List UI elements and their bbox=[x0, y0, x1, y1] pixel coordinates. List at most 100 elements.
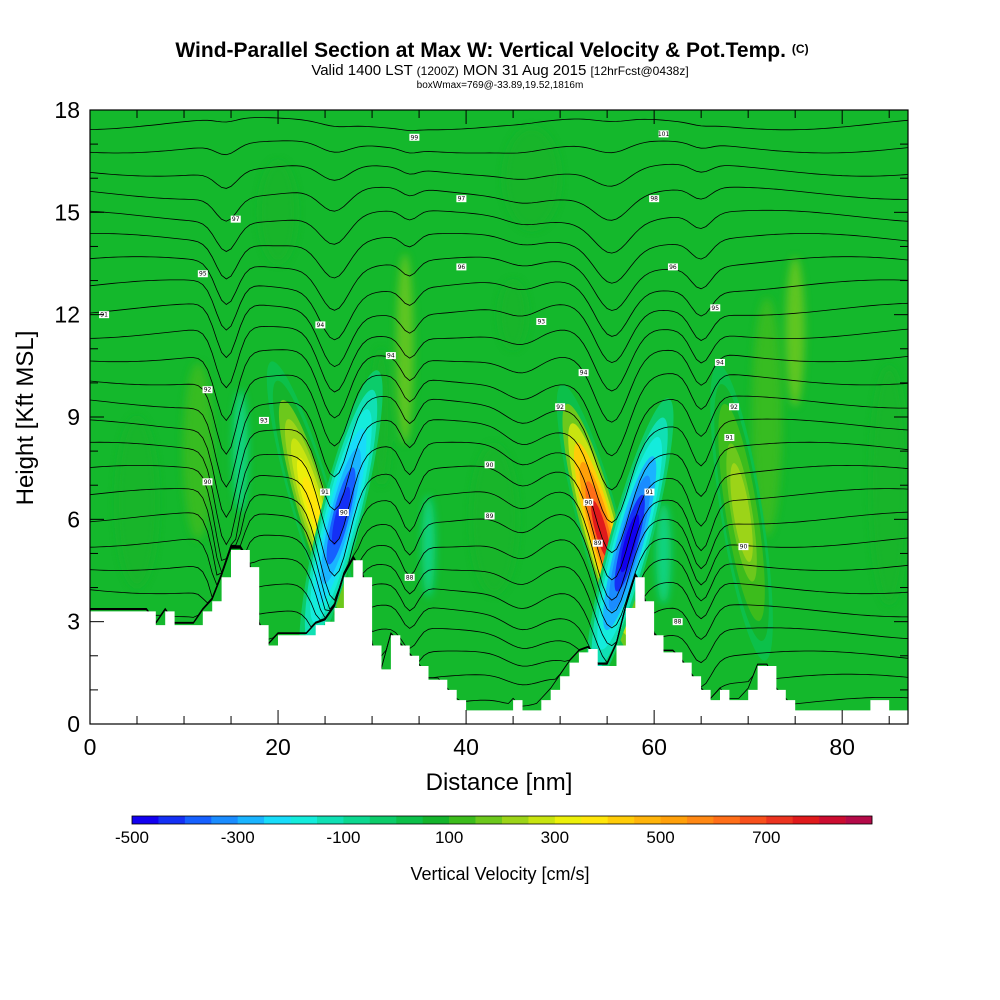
contour-label-text: 95 bbox=[711, 305, 719, 312]
contour-label-6: 94 bbox=[315, 321, 326, 329]
contour-label-text: 89 bbox=[486, 513, 494, 520]
contour-label-29: 91 bbox=[724, 433, 735, 441]
contour-label-26: 95 bbox=[710, 304, 721, 312]
colorbar-frame bbox=[131, 815, 873, 825]
contour-label-bg bbox=[385, 352, 396, 360]
plot-area: 91 92 97 95 93 90 94 91 90 94 88 99 97 96 90 89 93 92 94 90… bbox=[90, 110, 908, 724]
contour-label-18: 94 bbox=[578, 369, 589, 377]
contour-label-bg bbox=[315, 321, 326, 329]
contour-label-text: 90 bbox=[740, 544, 748, 551]
contour-label-text: 93 bbox=[537, 318, 545, 325]
subtitle-part-1: Valid 1400 LST bbox=[311, 62, 416, 79]
colorbar-swatch-16 bbox=[554, 816, 582, 824]
contour-label-text: 94 bbox=[387, 353, 395, 360]
contour-label-text: 90 bbox=[585, 499, 593, 506]
contour-label-text: 93 bbox=[260, 417, 268, 424]
contour-label-bg bbox=[555, 403, 566, 411]
colorbar-swatch-14 bbox=[502, 816, 529, 824]
contour-label-text: 92 bbox=[204, 387, 212, 394]
colorbar-swatch-0 bbox=[132, 816, 159, 824]
theta-contour-21 bbox=[90, 209, 908, 254]
contour-label-bg bbox=[710, 304, 721, 312]
contour-label-text: 91 bbox=[100, 312, 108, 319]
y-tick-label-2: 6 bbox=[67, 506, 80, 532]
contour-label-24: 96 bbox=[667, 263, 678, 271]
contour-label-8: 90 bbox=[338, 509, 349, 517]
y-tick-label-6: 18 bbox=[54, 97, 80, 123]
contour-label-9: 94 bbox=[385, 352, 396, 360]
colorbar-swatch-1 bbox=[158, 816, 186, 824]
contour-label-bg bbox=[729, 403, 740, 411]
contour-label-bg bbox=[714, 358, 725, 366]
contour-label-bg bbox=[456, 263, 467, 271]
colorbar-tick-label-1: -300 bbox=[221, 828, 255, 847]
contour-label-text: 90 bbox=[204, 479, 212, 486]
contour-label-1: 92 bbox=[202, 386, 213, 394]
contour-label-bg bbox=[738, 543, 749, 551]
updraft-core-0-ring-6 bbox=[302, 476, 323, 535]
chart-subtitle: Valid 1400 LST (1200Z) MON 31 Aug 2015 [… bbox=[311, 62, 688, 79]
theta-contour-11 bbox=[90, 441, 908, 554]
contour-label-bg bbox=[258, 416, 269, 424]
contour-label-text: 101 bbox=[658, 131, 670, 138]
y-tick-label-3: 9 bbox=[67, 404, 80, 430]
x-tick-label-4: 80 bbox=[829, 734, 855, 760]
x-axis: 0 20 40 60 80 bbox=[84, 110, 890, 760]
contour-label-text: 96 bbox=[669, 264, 677, 271]
velocity-blob-1 bbox=[116, 417, 158, 588]
colorbar-tick-label-4: 300 bbox=[541, 828, 569, 847]
colorbar-swatch-20 bbox=[660, 816, 688, 824]
colorbar-swatch-5 bbox=[264, 816, 291, 824]
contour-label-bg bbox=[578, 369, 589, 377]
contour-label-bg bbox=[320, 488, 331, 496]
theta-contour-10 bbox=[90, 464, 908, 581]
contour-label-text: 95 bbox=[199, 271, 207, 278]
colorbar-tick-labels: -500 -300 -100 100 300 500 700 bbox=[115, 828, 780, 847]
contour-label-text: 97 bbox=[458, 196, 466, 203]
contour-label-3: 95 bbox=[197, 270, 208, 278]
theta-contour-22 bbox=[90, 186, 908, 222]
contour-label-bg bbox=[404, 573, 415, 581]
contour-label-5: 90 bbox=[202, 478, 213, 486]
contour-label-text: 97 bbox=[232, 216, 240, 223]
contour-label-bg bbox=[484, 512, 495, 520]
chart-title: Wind-Parallel Section at Max W: Vertical… bbox=[175, 39, 808, 62]
contour-label-11: 99 bbox=[409, 133, 420, 141]
x-tick-label-1: 20 bbox=[265, 734, 291, 760]
velocity-blob-13 bbox=[499, 280, 528, 349]
contour-label-bg bbox=[583, 498, 594, 506]
contour-label-10: 88 bbox=[404, 573, 415, 581]
colorbar-swatch-17 bbox=[581, 816, 609, 824]
velocity-blob-6 bbox=[785, 256, 805, 407]
colorbar bbox=[131, 815, 873, 825]
colorbar-swatch-9 bbox=[369, 816, 397, 824]
contour-label-7: 91 bbox=[320, 488, 331, 496]
contour-label-bg bbox=[202, 386, 213, 394]
contour-label-28: 92 bbox=[729, 403, 740, 411]
x-tick-label-2: 40 bbox=[453, 734, 479, 760]
contour-label-bg bbox=[99, 311, 110, 319]
colorbar-tick-label-0: -500 bbox=[115, 828, 149, 847]
velocity-blob-10 bbox=[421, 495, 436, 598]
contour-label-2: 97 bbox=[230, 215, 241, 223]
contour-label-text: 90 bbox=[340, 510, 348, 517]
theta-contour-14 bbox=[90, 373, 908, 457]
copyright-mark: (C) bbox=[792, 42, 809, 56]
contour-label-text: 90 bbox=[486, 462, 494, 469]
contour-label-13: 96 bbox=[456, 263, 467, 271]
subtitle-part-3: MON 31 Aug 2015 bbox=[459, 62, 591, 79]
contour-label-bg bbox=[644, 488, 655, 496]
contour-label-bg bbox=[484, 461, 495, 469]
colorbar-swatch-12 bbox=[449, 816, 476, 824]
theta-contour-labels: 91 92 97 95 93 90 94 91 90 94 88 99 97 96 90 89 93 92 94 90… bbox=[99, 130, 749, 626]
contour-label-0: 91 bbox=[99, 311, 110, 319]
contour-label-text: 92 bbox=[556, 404, 564, 411]
colorbar-swatch-8 bbox=[343, 816, 371, 824]
colorbar-swatch-18 bbox=[607, 816, 635, 824]
contour-label-bg bbox=[338, 509, 349, 517]
colorbar-swatch-3 bbox=[211, 816, 239, 824]
theta-contour-17 bbox=[90, 302, 908, 368]
velocity-blob-11 bbox=[232, 389, 248, 513]
contour-label-text: 94 bbox=[317, 322, 325, 329]
y-tick-label-4: 12 bbox=[54, 302, 80, 328]
